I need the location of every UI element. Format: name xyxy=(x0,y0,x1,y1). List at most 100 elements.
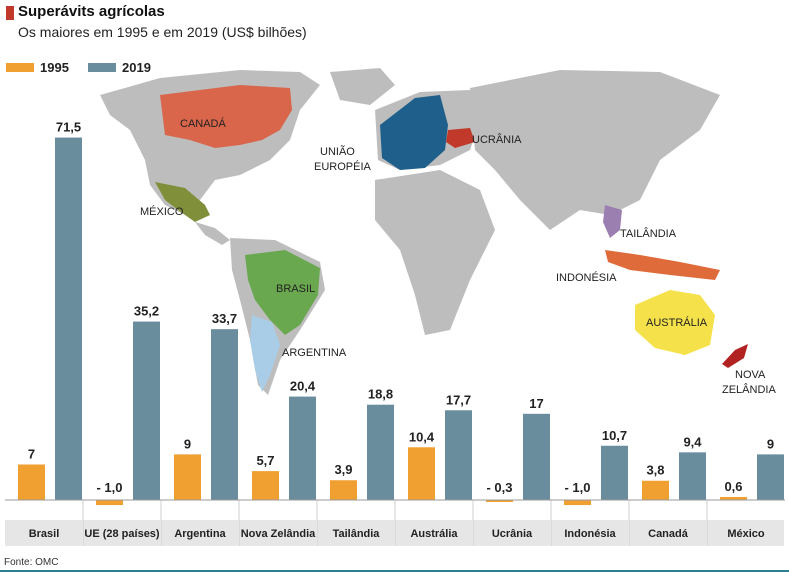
bar-1995-9 xyxy=(720,496,747,500)
data-label-1995-8: 3,8 xyxy=(646,463,664,478)
map-label-brasil: BRASIL xyxy=(276,283,315,295)
map-label-nova: NOVA xyxy=(735,369,766,381)
category-band-6 xyxy=(473,520,550,546)
category-label-2: Argentina xyxy=(174,528,226,540)
bar-2019-7 xyxy=(601,445,628,500)
bar-2019-5 xyxy=(445,410,472,500)
legend-swatch-2019 xyxy=(88,63,116,72)
category-label-5: Austrália xyxy=(410,528,458,540)
map-label-canada: CANADÁ xyxy=(180,117,227,130)
data-label-1995-9: 0,6 xyxy=(724,479,742,494)
world-map: CANADÁ MÉXICO BRASIL ARGENTINA UNIÃO EUR… xyxy=(100,68,776,396)
map-indonesia xyxy=(605,250,720,280)
legend-item-2019: 2019 xyxy=(88,60,151,75)
legend-label-2019: 2019 xyxy=(122,60,151,75)
data-label-1995-1: - 1,0 xyxy=(96,480,122,495)
legend-item-1995: 1995 xyxy=(6,60,69,75)
data-label-2019-1: 35,2 xyxy=(134,304,159,319)
category-band-1 xyxy=(83,520,160,546)
data-label-2019-9: 9 xyxy=(767,436,774,451)
bar-1995-3 xyxy=(252,471,279,500)
category-band-4 xyxy=(317,520,394,546)
bar-2019-9 xyxy=(757,454,784,500)
category-band-9 xyxy=(707,520,784,546)
map-label-zelandia: ZELÂNDIA xyxy=(722,383,776,396)
bar-2019-8 xyxy=(679,452,706,500)
data-label-2019-8: 9,4 xyxy=(683,434,702,449)
category-label-4: Tailândia xyxy=(333,528,381,540)
bar-1995-2 xyxy=(174,454,201,500)
title-marker xyxy=(6,6,14,20)
map-eu xyxy=(380,95,448,170)
bar-1995-4 xyxy=(330,480,357,500)
data-label-2019-6: 17 xyxy=(529,396,543,411)
map-mexico xyxy=(155,182,210,222)
map-ukraine xyxy=(446,128,475,148)
map-label-australia: AUSTRÁLIA xyxy=(646,316,708,329)
category-band-7 xyxy=(551,520,628,546)
map-brasil xyxy=(245,250,320,335)
category-label-9: México xyxy=(727,528,765,540)
map-australia xyxy=(635,290,715,355)
map-label-uniao: UNIÃO xyxy=(320,145,355,158)
data-label-1995-0: 7 xyxy=(28,447,35,462)
chart-subtitle: Os maiores em 1995 e em 2019 (US$ bilhõe… xyxy=(18,24,307,40)
bar-2019-2 xyxy=(211,329,238,500)
legend-label-1995: 1995 xyxy=(40,60,69,75)
bar-2019-4 xyxy=(367,404,394,500)
bar-2019-3 xyxy=(289,396,316,500)
chart-title: Superávits agrícolas xyxy=(18,3,165,20)
data-label-1995-4: 3,9 xyxy=(334,462,352,477)
map-argentina xyxy=(250,315,280,392)
data-label-1995-5: 10,4 xyxy=(409,429,435,444)
category-band-8 xyxy=(629,520,706,546)
map-label-tailandia: TAILÂNDIA xyxy=(620,227,677,240)
bottom-rule xyxy=(0,570,789,572)
map-canada xyxy=(160,85,292,148)
data-label-2019-2: 33,7 xyxy=(212,311,237,326)
bar-2019-1 xyxy=(133,321,160,500)
data-label-2019-7: 10,7 xyxy=(602,428,627,443)
data-label-2019-3: 20,4 xyxy=(290,379,316,394)
source-note: Fonte: OMC xyxy=(4,557,59,568)
bar-1995-8 xyxy=(642,480,669,500)
data-label-2019-0: 71,5 xyxy=(56,120,81,135)
map-label-argentina: ARGENTINA xyxy=(282,347,347,359)
category-label-1: UE (28 países) xyxy=(84,528,160,540)
map-greenland xyxy=(330,68,395,105)
data-label-1995-2: 9 xyxy=(184,436,191,451)
map-asia xyxy=(470,70,720,230)
data-label-1995-7: - 1,0 xyxy=(564,480,590,495)
bar-1995-5 xyxy=(408,447,435,500)
map-label-europeia: EUROPÉIA xyxy=(314,160,372,173)
bar-2019-6 xyxy=(523,413,550,500)
bars-layer: 7 71,5 - 1,0 35,2 9 33,7 5,7 20,4 3,9 18,8 10,4 17,… xyxy=(18,120,784,506)
category-label-8: Canadá xyxy=(648,528,689,540)
legend-swatch-1995 xyxy=(6,63,34,72)
map-thailand xyxy=(603,205,622,238)
category-label-0: Brasil xyxy=(29,528,60,540)
category-band-2 xyxy=(161,520,238,546)
bar-1995-0 xyxy=(18,464,45,500)
map-label-indonesia: INDONÉSIA xyxy=(556,271,617,284)
category-label-7: Indonésia xyxy=(564,528,616,540)
bar-1995-7 xyxy=(564,500,591,506)
map-new-zealand xyxy=(722,344,748,368)
bar-2019-0 xyxy=(55,137,82,500)
map-africa xyxy=(375,170,495,335)
map-label-mexico: MÉXICO xyxy=(140,205,184,218)
data-label-2019-5: 17,7 xyxy=(446,392,471,407)
category-band-0 xyxy=(5,520,82,546)
map-label-ucrania: UCRÂNIA xyxy=(472,133,522,146)
category-axis: Brasil UE (28 países) Argentina Nova Zelând… xyxy=(5,499,785,546)
data-label-1995-6: - 0,3 xyxy=(486,480,512,495)
category-label-3: Nova Zelândia xyxy=(241,528,316,540)
data-label-2019-4: 18,8 xyxy=(368,387,393,402)
category-band-3 xyxy=(239,520,316,546)
data-label-1995-3: 5,7 xyxy=(256,453,274,468)
bar-1995-6 xyxy=(486,500,513,502)
category-label-6: Ucrânia xyxy=(492,528,533,540)
category-band-5 xyxy=(395,520,472,546)
map-central-america xyxy=(195,222,230,245)
